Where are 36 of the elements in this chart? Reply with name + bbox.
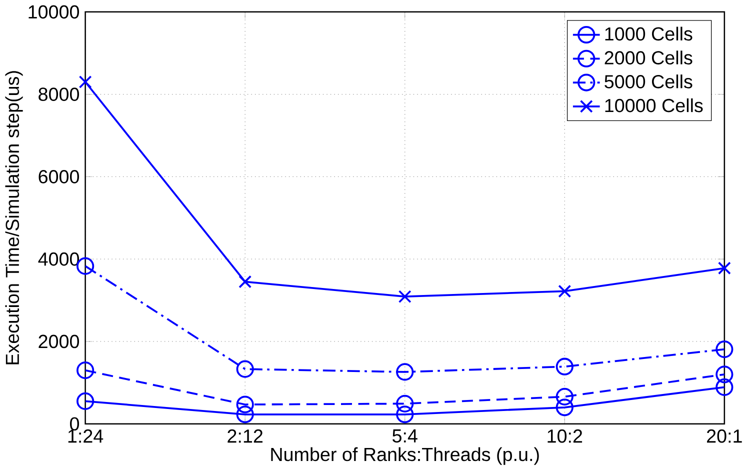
point — [396, 394, 414, 412]
point — [556, 358, 574, 376]
y-axis-title: Execution Time/Simulation step(us) — [5, 71, 23, 364]
point — [396, 406, 414, 424]
point — [236, 396, 254, 414]
point — [236, 406, 254, 424]
point — [76, 392, 94, 410]
point — [556, 398, 574, 416]
legend-label: 1000 Cells — [605, 26, 692, 41]
point — [716, 378, 734, 396]
x-tick-label: 10:2 — [548, 429, 582, 443]
point — [716, 340, 734, 358]
y-tick-label: 8000 — [38, 88, 80, 101]
x-tick-label: 1:24 — [68, 429, 104, 443]
point — [398, 290, 412, 304]
y-tick-label: 2000 — [38, 334, 80, 348]
point — [76, 361, 94, 380]
legend-label: 2000 Cells — [604, 50, 692, 64]
x-tick-label: 5:4 — [392, 429, 418, 443]
point — [396, 363, 414, 381]
point — [238, 275, 252, 288]
legend-label: 10000 Cells — [605, 98, 703, 112]
point — [716, 366, 734, 384]
y-tick-label: 6000 — [38, 170, 80, 184]
x-tick-label: 2:12 — [228, 429, 262, 443]
y-tick-label: 4000 — [38, 252, 80, 266]
point — [718, 262, 731, 275]
point — [78, 75, 92, 88]
legend-label: 5000 Cells — [604, 74, 692, 88]
x-axis-title: Number of Ranks:Threads (p.u.) — [271, 447, 539, 465]
x-tick-label: 20:1 — [707, 429, 742, 443]
point — [558, 284, 572, 298]
point — [556, 388, 574, 406]
y-tick-label: 0 — [70, 417, 80, 430]
point — [236, 360, 254, 378]
y-tick-label: 10000 — [28, 5, 80, 19]
